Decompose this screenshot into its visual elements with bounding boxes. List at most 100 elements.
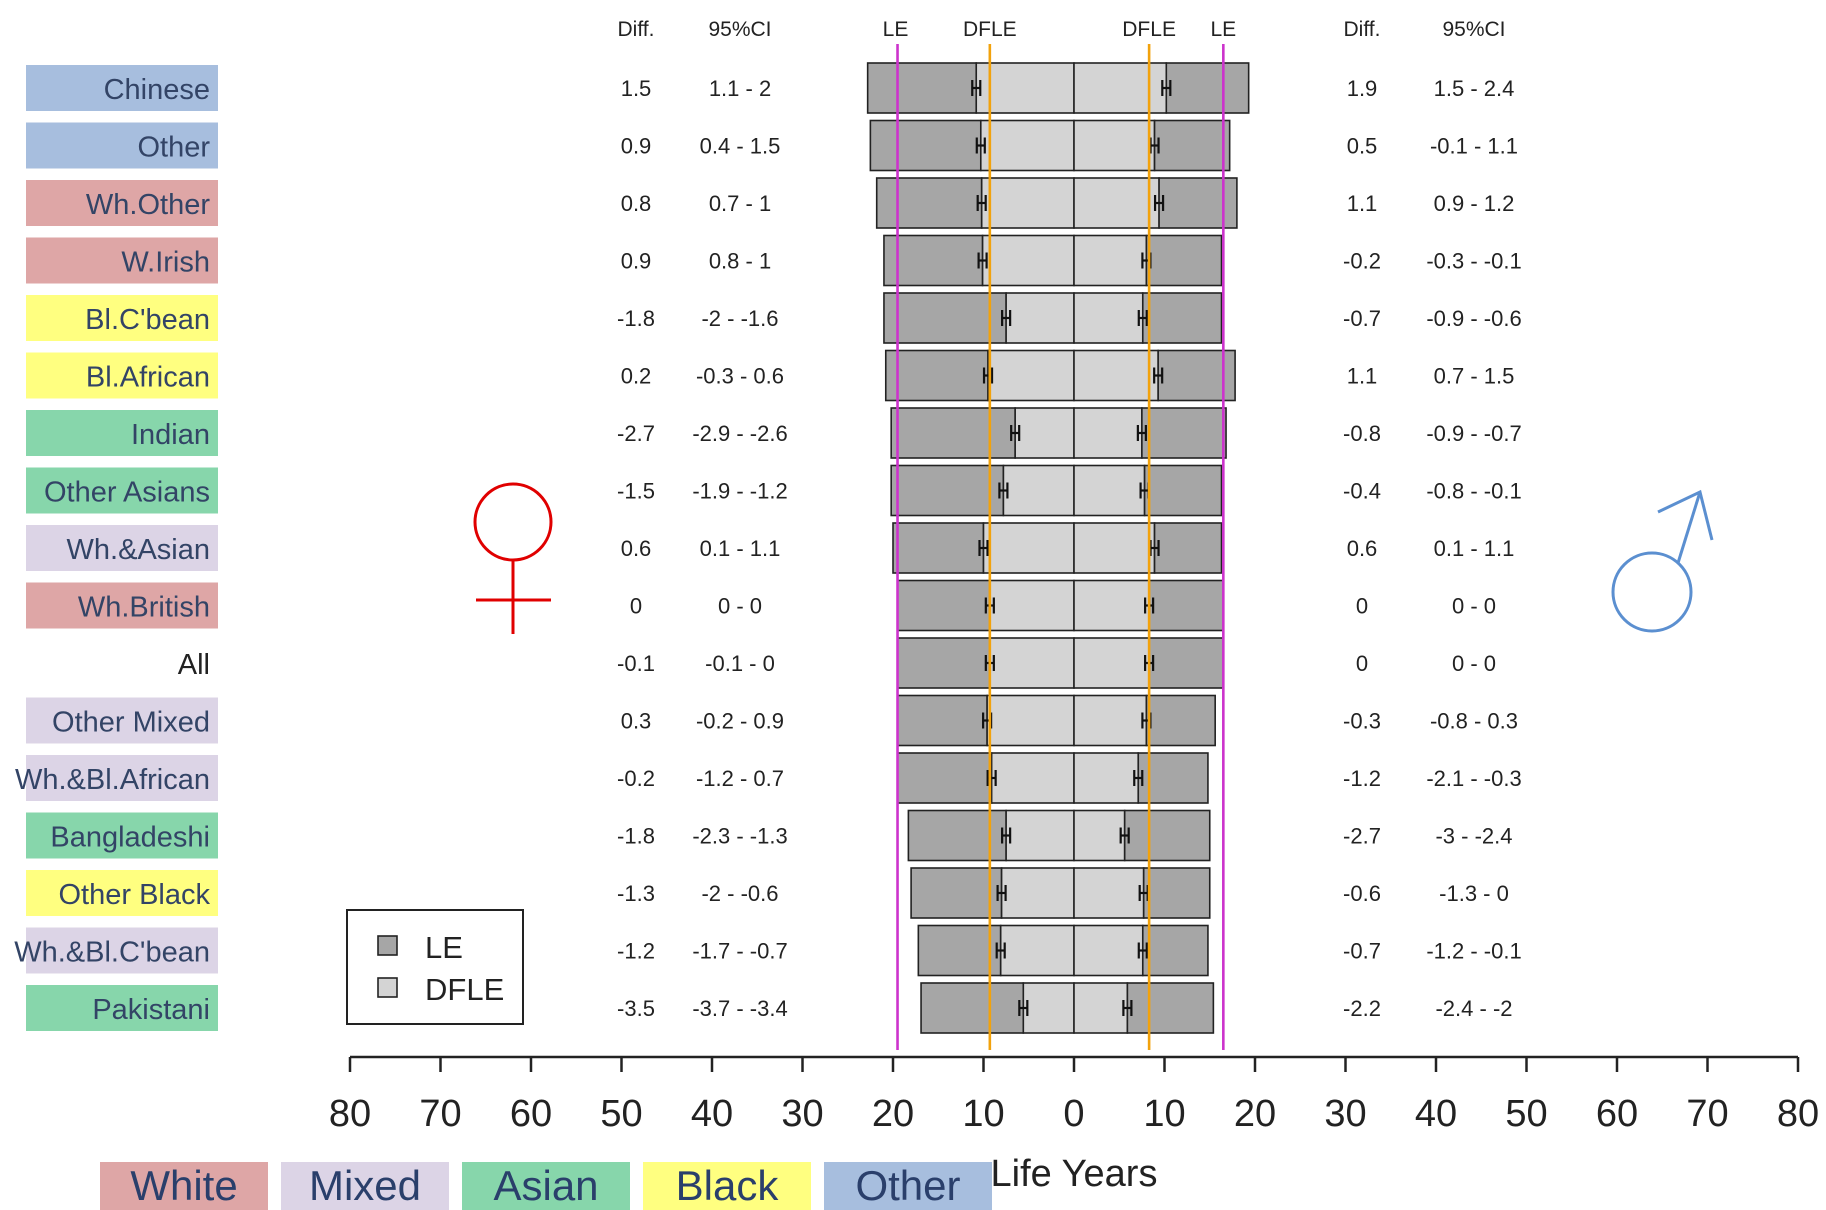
left-dfle-header: DFLE — [963, 18, 1017, 41]
male-le-bar — [1165, 62, 1250, 114]
x-tick-label: 0 — [1063, 1093, 1084, 1135]
female-diff-value: 0.6 — [621, 536, 652, 561]
female-le-bar — [892, 522, 985, 574]
row-label: Bl.African — [86, 362, 210, 394]
male-le-bar — [1141, 292, 1223, 344]
female-diff-value: -0.1 — [617, 651, 655, 676]
female-ci-value: 0.1 - 1.1 — [700, 536, 781, 561]
x-tick-label: 30 — [781, 1093, 823, 1135]
female-le-bar — [890, 464, 1005, 517]
x-tick-label: 70 — [1686, 1093, 1728, 1135]
female-ci-value: -2.9 - -2.6 — [692, 421, 787, 446]
female-ci-value: 0.7 - 1 — [709, 191, 771, 216]
male-dfle-error-bar — [1119, 827, 1130, 844]
right-dfle-header: DFLE — [1122, 18, 1176, 41]
female-ci-value: 0 - 0 — [718, 594, 762, 619]
male-le-bar — [1126, 982, 1215, 1034]
female-diff-value: 0 — [630, 594, 642, 619]
male-ci-value: -0.9 - -0.7 — [1426, 421, 1521, 446]
x-tick-label: 10 — [1143, 1093, 1185, 1135]
male-le-bar — [1153, 522, 1223, 574]
female-dfle-bar — [979, 119, 1075, 172]
female-le-bar — [896, 637, 991, 689]
label-background — [26, 927, 218, 974]
male-diff-value: 1.1 — [1347, 364, 1378, 389]
female-dfle-error-bar — [975, 137, 986, 154]
row-label: Bangladeshi — [50, 822, 210, 854]
female-dfle-error-bar — [978, 540, 989, 556]
male-diff-value: -0.2 — [1343, 249, 1381, 274]
female-dfle-error-bar — [1001, 310, 1012, 326]
right-le-header: LE — [1210, 18, 1236, 41]
ethnic-group-labels: Chinese Other Wh.Other W.Irish Bl.C'bean Bl.A… — [14, 65, 218, 1031]
male-ci-value: -0.1 - 1.1 — [1430, 134, 1518, 159]
female-dfle-error-bar — [1001, 827, 1012, 844]
label-background — [26, 755, 218, 801]
female-ci-value: -2 - -0.6 — [701, 881, 778, 906]
female-diff-value: -1.3 — [617, 881, 655, 906]
female-le-bar — [917, 924, 1002, 977]
male-ci-value: -2.1 - -0.3 — [1426, 766, 1521, 791]
male-le-bar — [1141, 407, 1227, 459]
x-tick-label: 50 — [1505, 1093, 1547, 1135]
female-dfle-bar — [1000, 867, 1075, 919]
label-background — [26, 352, 218, 399]
female-dfle-error-bar — [977, 252, 988, 269]
label-background — [26, 122, 218, 169]
x-tick-label: 30 — [1324, 1093, 1366, 1135]
female-dfle-bar — [989, 637, 1075, 689]
male-dfle-bar — [1073, 349, 1159, 402]
female-le-bar — [896, 752, 993, 804]
female-le-bar — [875, 177, 983, 229]
male-dfle-bar — [1073, 867, 1145, 919]
male-ci-value: 0.9 - 1.2 — [1434, 191, 1515, 216]
female-dfle-error-bar — [998, 482, 1009, 499]
male-ci-value: 1.5 - 2.4 — [1434, 76, 1515, 101]
label-background — [26, 697, 218, 744]
row-label: Wh.&Asian — [67, 534, 210, 566]
male-diff-value: 1.9 — [1347, 76, 1378, 101]
male-ci-value: 0 - 0 — [1452, 651, 1496, 676]
male-dfle-error-bar — [1137, 942, 1148, 959]
row-label: Other Black — [59, 879, 211, 911]
column-headers: Diff. 95%CI LE DFLE DFLE LE Diff. 95%CI — [618, 18, 1506, 41]
male-ci-value: -0.9 - -0.6 — [1426, 306, 1521, 331]
female-diff-value: 0.9 — [621, 249, 652, 274]
female-diff-value: -2.7 — [617, 421, 655, 446]
row-label: Other — [137, 132, 210, 164]
male-dfle-bar — [1073, 924, 1144, 977]
male-diff-value: -0.3 — [1343, 709, 1381, 734]
male-diff-value: 0 — [1356, 594, 1368, 619]
row-label: Wh.Other — [86, 189, 210, 221]
male-diff-value: -0.6 — [1343, 881, 1381, 906]
row-label: Other Mixed — [52, 707, 210, 739]
female-diff-value: 0.2 — [621, 364, 652, 389]
female-le-bar — [883, 292, 1007, 344]
row-label: Wh.&Bl.C'bean — [14, 937, 210, 969]
male-diff-value: 0 — [1356, 651, 1368, 676]
male-dfle-error-bar — [1138, 885, 1149, 901]
left-diff-header: Diff. — [618, 18, 655, 41]
female-ci-value: 0.4 - 1.5 — [700, 134, 781, 159]
male-ci-value: -2.4 - -2 — [1435, 996, 1512, 1021]
x-tick-label: 40 — [691, 1093, 733, 1135]
female-dfle-bar — [987, 349, 1075, 402]
female-diff-value: 1.5 — [621, 76, 652, 101]
male-dfle-error-bar — [1137, 310, 1148, 326]
male-dfle-bar — [1073, 119, 1156, 172]
x-tick-label: 20 — [1234, 1093, 1276, 1135]
female-diff-value: -1.2 — [617, 939, 655, 964]
row-label: W.Irish — [121, 247, 210, 279]
male-dfle-bar — [1073, 579, 1150, 632]
female-diff-value: 0.8 — [621, 191, 652, 216]
x-tick-label: 10 — [962, 1093, 1004, 1135]
label-background — [26, 295, 218, 341]
label-background — [26, 237, 218, 284]
male-dfle-bar — [1073, 752, 1140, 804]
female-dfle-bar — [986, 694, 1075, 747]
female-ci-value: -0.3 - 0.6 — [696, 364, 784, 389]
female-dfle-error-bar — [1010, 425, 1021, 441]
female-diff-value: -0.2 — [617, 766, 655, 791]
left-le-header: LE — [883, 18, 909, 41]
